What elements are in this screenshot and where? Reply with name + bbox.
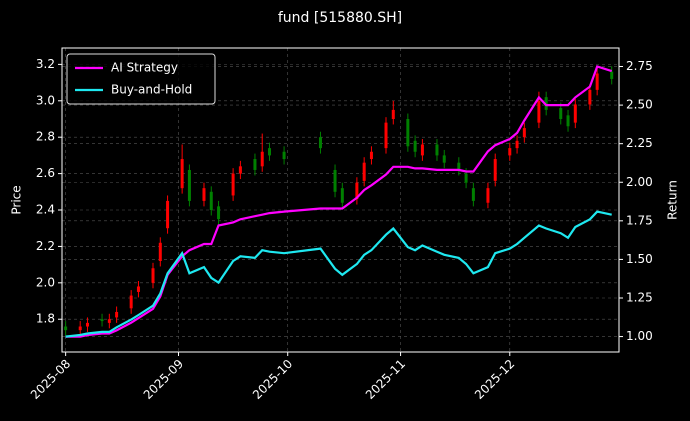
candle-body [362, 162, 366, 181]
series-line [65, 210, 612, 338]
y2-tick-label: 1.25 [626, 290, 653, 304]
candle-body [268, 148, 272, 156]
y-tick-label: 2.6 [36, 166, 55, 180]
candle-body [355, 182, 359, 200]
candle-body [107, 319, 111, 323]
y2-tick-label: 2.00 [626, 175, 653, 189]
candle-body [369, 151, 373, 160]
candle-body [129, 295, 133, 309]
candle-body [209, 191, 213, 211]
candle-body [238, 166, 242, 174]
candle-body [136, 286, 140, 292]
y2-tick-label: 1.00 [626, 329, 653, 343]
y2-tick-label: 1.75 [626, 213, 653, 227]
candle-body [457, 162, 461, 170]
y-tick-label: 3.0 [36, 93, 55, 107]
candle-body [231, 173, 235, 196]
candle-body [559, 108, 563, 119]
candle-body [435, 144, 439, 156]
y-tick-label: 2.0 [36, 275, 55, 289]
candle-body [384, 122, 388, 149]
candle-body [515, 140, 519, 149]
candle-body [217, 206, 221, 220]
candle-body [391, 109, 395, 119]
legend-box [66, 53, 216, 105]
candle-body [413, 140, 417, 152]
y2-tick-label: 2.75 [626, 59, 653, 73]
candle-body [253, 159, 257, 170]
y2-tick-label: 2.50 [626, 98, 653, 112]
y-tick-label: 2.2 [36, 239, 55, 253]
legend-label: Buy-and-Hold [111, 83, 192, 97]
candle-body [180, 159, 184, 189]
legend-label: AI Strategy [111, 61, 178, 75]
candle-body [464, 173, 468, 183]
plot-frame [61, 47, 620, 353]
candle-body [522, 128, 526, 138]
candle-body [588, 89, 592, 105]
candle-body [333, 169, 337, 192]
candle-body [340, 188, 344, 203]
candle-body [282, 151, 286, 160]
candle-body [573, 104, 577, 123]
candle-body [486, 188, 490, 203]
y-tick-label: 1.8 [36, 312, 55, 326]
candle-body [406, 118, 410, 147]
chart-title: fund [515880.SH] [278, 10, 402, 26]
candle-body [151, 268, 155, 283]
candle-body [85, 322, 89, 327]
candle-body [595, 73, 599, 90]
candle-body [420, 144, 424, 156]
candle-body [471, 188, 475, 201]
y2-tick-label: 1.50 [626, 252, 653, 266]
candle-body [566, 115, 570, 127]
y2-axis-label: Return [666, 180, 680, 220]
candle-body [442, 155, 446, 163]
candle-body [158, 242, 162, 261]
y2-tick-label: 2.25 [626, 136, 653, 150]
candle-body [610, 71, 614, 79]
candle-body [115, 311, 119, 318]
candle-body [202, 188, 206, 201]
candle-body [537, 100, 541, 123]
x-tick-label: 2025-11 [363, 357, 408, 402]
x-tick-label: 2025-08 [28, 357, 73, 402]
candle-body [100, 319, 104, 322]
candle-body [187, 169, 191, 201]
y-tick-label: 2.8 [36, 130, 55, 144]
candle-body [166, 200, 170, 229]
candle-body [508, 148, 512, 156]
x-tick-label: 2025-12 [472, 357, 517, 402]
candle-body [260, 151, 264, 167]
candle-body [64, 326, 68, 331]
candle-body [318, 137, 322, 149]
y-tick-label: 2.4 [36, 203, 55, 217]
x-tick-label: 2025-09 [141, 357, 186, 402]
x-tick-label: 2025-10 [250, 357, 295, 402]
y-axis-label: Price [10, 185, 24, 214]
candle-body [78, 326, 82, 331]
candle-body [493, 159, 497, 181]
y-tick-label: 3.2 [36, 57, 55, 71]
series-line [65, 65, 613, 338]
